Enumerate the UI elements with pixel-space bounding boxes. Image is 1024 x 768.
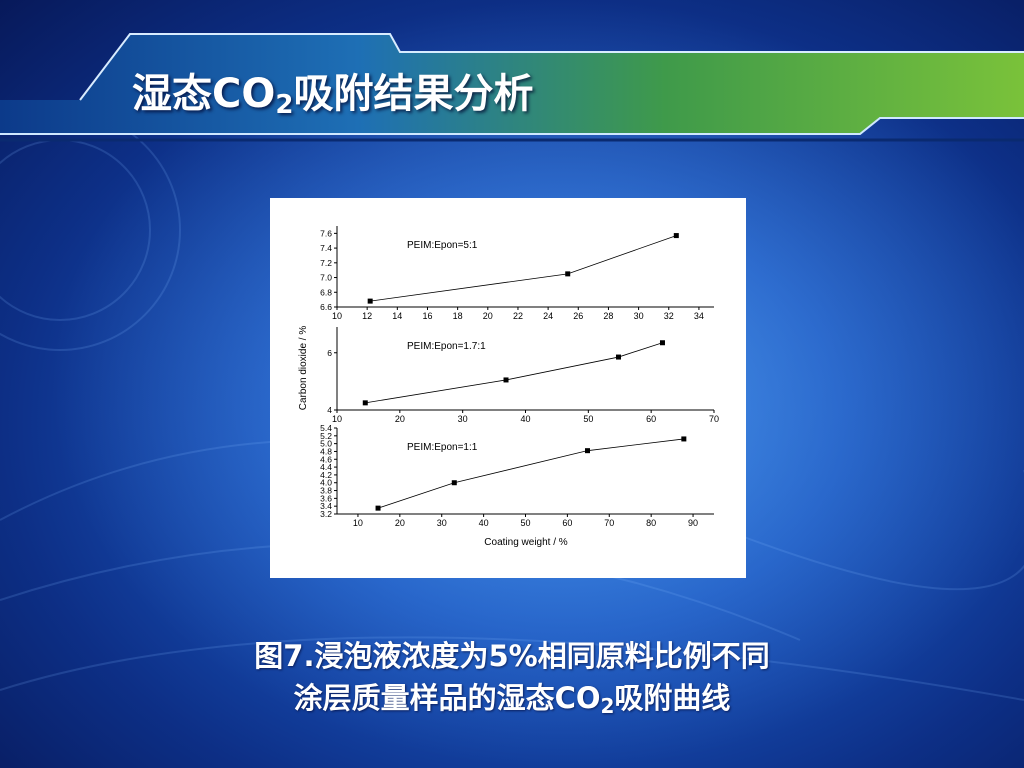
y-tick-label: 5.4 bbox=[320, 423, 332, 433]
y-tick-label: 7.4 bbox=[320, 243, 332, 253]
y-tick-label: 4.8 bbox=[320, 446, 332, 456]
series-line bbox=[365, 342, 663, 404]
x-tick-label: 80 bbox=[646, 518, 656, 528]
y-tick-label: 4.6 bbox=[320, 454, 332, 464]
data-point bbox=[367, 298, 373, 304]
data-point bbox=[659, 340, 665, 346]
caption-line-1: 图7.浸泡液浓度为5%相同原料比例不同 bbox=[254, 639, 770, 673]
panel-label: PEIM:Epon=1:1 bbox=[407, 442, 478, 453]
x-tick-label: 28 bbox=[603, 311, 613, 321]
x-axis-label: Coating weight / % bbox=[484, 537, 567, 548]
x-tick-label: 30 bbox=[458, 414, 468, 424]
y-tick-label: 6.8 bbox=[320, 287, 332, 297]
y-axis-label: Carbon dioxide / % bbox=[298, 326, 309, 411]
x-tick-label: 10 bbox=[353, 518, 363, 528]
y-tick-label: 5.0 bbox=[320, 439, 332, 449]
chart-panel-1: 10 12 14 16 18 20 22 24 26 28 30 32 34 6.6 6.8 7.0 7.2 7.… bbox=[320, 226, 714, 321]
x-tick-label: 32 bbox=[664, 311, 674, 321]
y-tick-label: 7.0 bbox=[320, 273, 332, 283]
data-point bbox=[673, 233, 679, 239]
x-tick-label: 20 bbox=[483, 311, 493, 321]
y-tick-label: 3.2 bbox=[320, 509, 332, 519]
y-tick-label: 3.8 bbox=[320, 486, 332, 496]
y-tick-label: 7.2 bbox=[320, 258, 332, 268]
x-tick-label: 20 bbox=[395, 414, 405, 424]
data-point bbox=[615, 354, 621, 360]
title-suffix: 吸附结果分析 bbox=[293, 71, 534, 117]
y-tick-label: 6 bbox=[327, 348, 332, 358]
x-tick-label: 50 bbox=[520, 518, 530, 528]
x-tick-label: 34 bbox=[694, 311, 704, 321]
panel-label: PEIM:Epon=1.7:1 bbox=[407, 341, 486, 352]
y-tick-label: 5.2 bbox=[320, 431, 332, 441]
x-tick-label: 10 bbox=[332, 414, 342, 424]
x-tick-label: 50 bbox=[583, 414, 593, 424]
series-line bbox=[377, 438, 684, 509]
y-tick-label: 6.6 bbox=[320, 302, 332, 312]
data-point bbox=[584, 448, 590, 454]
y-tick-label: 3.4 bbox=[320, 501, 332, 511]
y-tick-label: 4.4 bbox=[320, 462, 332, 472]
data-point bbox=[681, 436, 687, 442]
co2-adsorption-chart: 10 12 14 16 18 20 22 24 26 28 30 32 34 6.6 6.8 7.0 7.2 7.… bbox=[298, 226, 719, 548]
y-tick-label: 3.6 bbox=[320, 493, 332, 503]
caption-line-2-subscript: 2 bbox=[600, 694, 615, 718]
x-tick-label: 70 bbox=[709, 414, 719, 424]
caption-line-2-prefix: 涂层质量样品的湿态CO bbox=[293, 681, 601, 715]
x-tick-label: 26 bbox=[573, 311, 583, 321]
data-point bbox=[565, 271, 571, 277]
data-point bbox=[375, 505, 381, 511]
x-tick-label: 12 bbox=[362, 311, 372, 321]
title-subscript: 2 bbox=[275, 90, 294, 120]
y-tick-label: 4 bbox=[327, 405, 332, 415]
chart-figure: 10 12 14 16 18 20 22 24 26 28 30 32 34 6.6 6.8 7.0 7.2 7.… bbox=[270, 198, 746, 578]
panel-label: PEIM:Epon=5:1 bbox=[407, 240, 478, 251]
data-point bbox=[362, 400, 368, 406]
x-tick-label: 16 bbox=[422, 311, 432, 321]
x-tick-label: 14 bbox=[392, 311, 402, 321]
data-point bbox=[451, 480, 457, 486]
x-tick-label: 60 bbox=[646, 414, 656, 424]
x-tick-label: 30 bbox=[634, 311, 644, 321]
x-tick-label: 70 bbox=[604, 518, 614, 528]
x-tick-label: 40 bbox=[520, 414, 530, 424]
x-tick-label: 22 bbox=[513, 311, 523, 321]
x-tick-label: 40 bbox=[479, 518, 489, 528]
caption-line-2: 涂层质量样品的湿态CO2吸附曲线 bbox=[0, 677, 1024, 727]
data-point bbox=[503, 377, 509, 383]
x-tick-label: 18 bbox=[453, 311, 463, 321]
chart-panel-3: 10 20 30 40 50 60 70 80 903.23.43.63.84.04.24.44… bbox=[320, 423, 714, 528]
x-tick-label: 90 bbox=[688, 518, 698, 528]
x-tick-label: 30 bbox=[437, 518, 447, 528]
x-tick-label: 20 bbox=[395, 518, 405, 528]
x-tick-label: 24 bbox=[543, 311, 553, 321]
y-tick-label: 7.6 bbox=[320, 228, 332, 238]
caption-line-2-suffix: 吸附曲线 bbox=[614, 681, 731, 715]
chart-panel-2: 10 20 30 40 50 60 70 4 6 PEIM:Epon=1.7:1 bbox=[327, 327, 719, 424]
x-tick-label: 60 bbox=[562, 518, 572, 528]
x-tick-label: 10 bbox=[332, 311, 342, 321]
y-tick-label: 4.0 bbox=[320, 478, 332, 488]
figure-caption: 图7.浸泡液浓度为5%相同原料比例不同 涂层质量样品的湿态CO2吸附曲线 bbox=[0, 635, 1024, 727]
y-tick-label: 4.2 bbox=[320, 470, 332, 480]
title-prefix: 湿态CO bbox=[132, 71, 276, 117]
slide-title: 湿态CO2吸附结果分析 bbox=[132, 66, 533, 133]
